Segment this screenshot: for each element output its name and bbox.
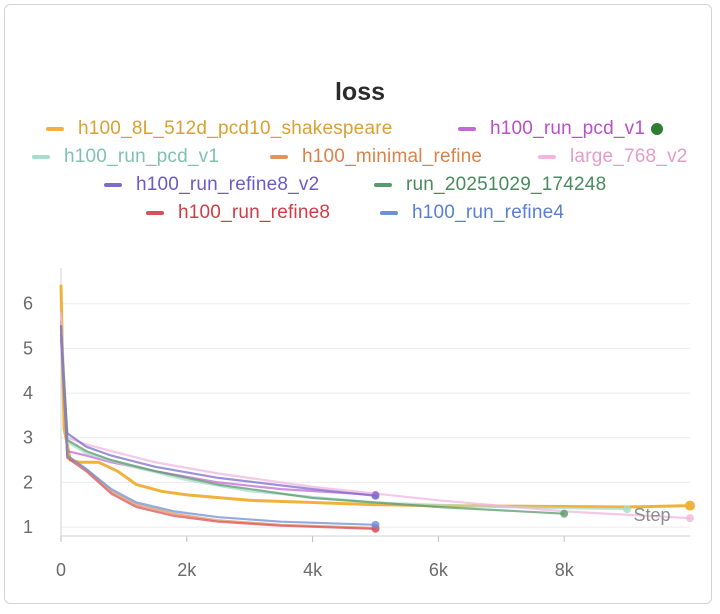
legend-item[interactable]: h100_8L_512d_pcd10_shakespeare: [46, 118, 393, 140]
x-tick-label: 6k: [429, 560, 449, 580]
y-tick-label: 5: [23, 338, 33, 358]
y-tick-label: 1: [23, 517, 33, 537]
y-tick-label: 2: [23, 472, 33, 492]
x-tick-label: 2k: [177, 560, 197, 580]
series-end-point: [371, 491, 380, 500]
legend-label: h100_run_refine8: [178, 202, 331, 223]
legend-label: h100_run_refine8_v2: [136, 174, 320, 195]
legend-swatch: [32, 155, 50, 159]
series-end-point: [623, 505, 632, 514]
series-end-point: [371, 520, 380, 529]
y-tick-label: 3: [23, 428, 33, 448]
series-end-point: [560, 509, 569, 518]
legend-item[interactable]: h100_run_pcd_v1: [32, 146, 219, 168]
x-tick-label: 4k: [303, 560, 323, 580]
legend-label: large_768_v2: [570, 146, 688, 167]
legend-swatch: [104, 183, 122, 187]
legend-label: h100_run_pcd_v1: [64, 146, 220, 167]
legend-swatch: [270, 155, 288, 159]
y-tick-label: 6: [23, 294, 33, 314]
legend-swatch: [374, 183, 392, 187]
series-end-point: [686, 514, 694, 523]
legend-item[interactable]: h100_run_refine8: [146, 202, 330, 224]
legend-item[interactable]: h100_minimal_refine: [270, 146, 482, 168]
x-axis-label: Step: [633, 505, 670, 525]
legend-item[interactable]: run_20251029_174248: [374, 174, 606, 196]
y-tick-label: 4: [23, 383, 33, 403]
series-line: [59, 325, 566, 515]
legend-label: h100_run_pcd_v1: [490, 118, 646, 139]
legend-label: h100_8L_512d_pcd10_shakespeare: [78, 118, 393, 139]
legend-label: h100_run_refine4: [412, 202, 565, 223]
series-line: [59, 333, 377, 497]
active-run-dot-icon: [651, 123, 664, 135]
legend-label: run_20251029_174248: [406, 174, 607, 195]
x-tick-label: 8k: [555, 560, 575, 580]
legend-item[interactable]: h100_run_refine8_v2: [104, 174, 319, 196]
series-end-point: [685, 500, 695, 511]
legend-item[interactable]: h100_run_refine4: [380, 202, 564, 224]
chart-title: loss: [334, 78, 386, 106]
legend-swatch: [146, 211, 164, 215]
series-line: [59, 329, 629, 511]
series-line: [59, 325, 377, 531]
legend-swatch: [380, 211, 398, 215]
legend-item[interactable]: large_768_v2: [538, 146, 688, 168]
legend-swatch: [458, 127, 476, 131]
legend-label: h100_minimal_refine: [302, 146, 483, 167]
series-line: [59, 284, 692, 509]
series-line: [59, 338, 377, 496]
legend-item[interactable]: h100_run_pcd_v1: [458, 118, 664, 140]
legend-swatch: [538, 155, 556, 159]
series-line: [59, 311, 692, 520]
x-tick-label: 0: [56, 560, 66, 580]
legend-swatch: [46, 127, 64, 131]
series-line: [59, 325, 377, 526]
